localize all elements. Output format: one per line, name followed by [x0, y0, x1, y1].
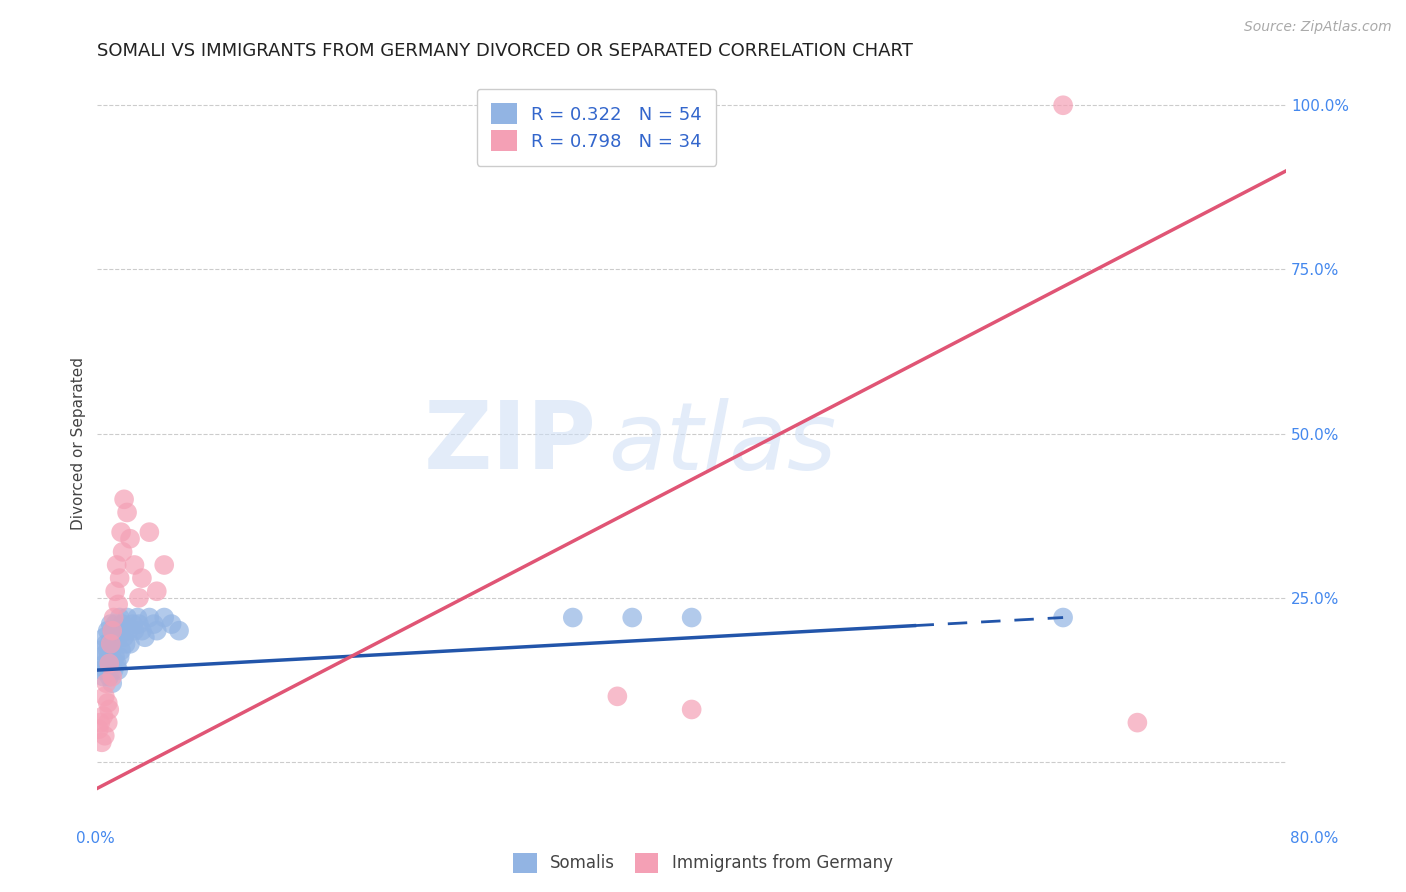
Point — [108, 610, 131, 624]
Point — [111, 617, 134, 632]
Point — [97, 696, 120, 710]
Point — [100, 617, 122, 632]
Point — [138, 525, 160, 540]
Point — [87, 722, 110, 736]
Point — [124, 624, 146, 638]
Point — [112, 630, 135, 644]
Point — [94, 729, 117, 743]
Point — [91, 670, 114, 684]
Point — [108, 571, 131, 585]
Point — [110, 624, 132, 638]
Point — [101, 643, 124, 657]
Point — [110, 525, 132, 540]
Legend: R = 0.322   N = 54, R = 0.798   N = 34: R = 0.322 N = 54, R = 0.798 N = 34 — [477, 89, 716, 166]
Point — [1052, 98, 1074, 112]
Point — [561, 610, 583, 624]
Point — [111, 545, 134, 559]
Point — [153, 558, 176, 572]
Point — [115, 505, 138, 519]
Point — [101, 624, 124, 638]
Text: 0.0%: 0.0% — [76, 831, 115, 846]
Text: atlas: atlas — [609, 398, 837, 489]
Point — [97, 657, 120, 671]
Point — [105, 657, 128, 671]
Point — [124, 558, 146, 572]
Point — [131, 624, 153, 638]
Point — [91, 709, 114, 723]
Point — [122, 617, 145, 632]
Point — [112, 492, 135, 507]
Point — [146, 624, 169, 638]
Point — [103, 610, 125, 624]
Point — [104, 617, 127, 632]
Text: ZIP: ZIP — [423, 398, 596, 490]
Point — [97, 624, 120, 638]
Point — [128, 591, 150, 605]
Point — [98, 670, 121, 684]
Point — [100, 637, 122, 651]
Text: 80.0%: 80.0% — [1291, 831, 1339, 846]
Point — [127, 610, 149, 624]
Text: SOMALI VS IMMIGRANTS FROM GERMANY DIVORCED OR SEPARATED CORRELATION CHART: SOMALI VS IMMIGRANTS FROM GERMANY DIVORC… — [97, 42, 914, 60]
Point — [104, 584, 127, 599]
Point — [94, 630, 117, 644]
Point — [97, 715, 120, 730]
Point — [118, 637, 141, 651]
Point — [146, 584, 169, 599]
Point — [108, 649, 131, 664]
Point — [94, 690, 117, 704]
Point — [90, 663, 112, 677]
Point — [94, 657, 117, 671]
Point — [105, 624, 128, 638]
Y-axis label: Divorced or Separated: Divorced or Separated — [72, 357, 86, 530]
Point — [87, 643, 110, 657]
Point — [110, 643, 132, 657]
Point — [142, 617, 165, 632]
Point — [107, 630, 129, 644]
Point — [101, 670, 124, 684]
Point — [621, 610, 644, 624]
Point — [1126, 715, 1149, 730]
Point — [90, 735, 112, 749]
Point — [1052, 610, 1074, 624]
Point — [101, 676, 124, 690]
Point — [96, 637, 118, 651]
Point — [98, 649, 121, 664]
Point — [101, 657, 124, 671]
Point — [606, 690, 628, 704]
Point — [118, 532, 141, 546]
Point — [104, 649, 127, 664]
Point — [103, 663, 125, 677]
Point — [153, 610, 176, 624]
Point — [98, 637, 121, 651]
Point — [115, 610, 138, 624]
Text: Source: ZipAtlas.com: Source: ZipAtlas.com — [1244, 20, 1392, 34]
Point — [103, 630, 125, 644]
Point — [97, 643, 120, 657]
Point — [138, 610, 160, 624]
Point — [89, 649, 111, 664]
Point — [134, 630, 156, 644]
Legend: Somalis, Immigrants from Germany: Somalis, Immigrants from Germany — [506, 847, 900, 880]
Point — [107, 598, 129, 612]
Point — [89, 715, 111, 730]
Point — [128, 617, 150, 632]
Point — [100, 657, 122, 671]
Point — [114, 637, 136, 651]
Point — [117, 624, 139, 638]
Point — [107, 663, 129, 677]
Point — [98, 702, 121, 716]
Point — [681, 610, 703, 624]
Point — [160, 617, 183, 632]
Point — [131, 571, 153, 585]
Point — [167, 624, 190, 638]
Point — [96, 663, 118, 677]
Point — [681, 702, 703, 716]
Point — [101, 624, 124, 638]
Point — [98, 657, 121, 671]
Point — [105, 558, 128, 572]
Point — [96, 676, 118, 690]
